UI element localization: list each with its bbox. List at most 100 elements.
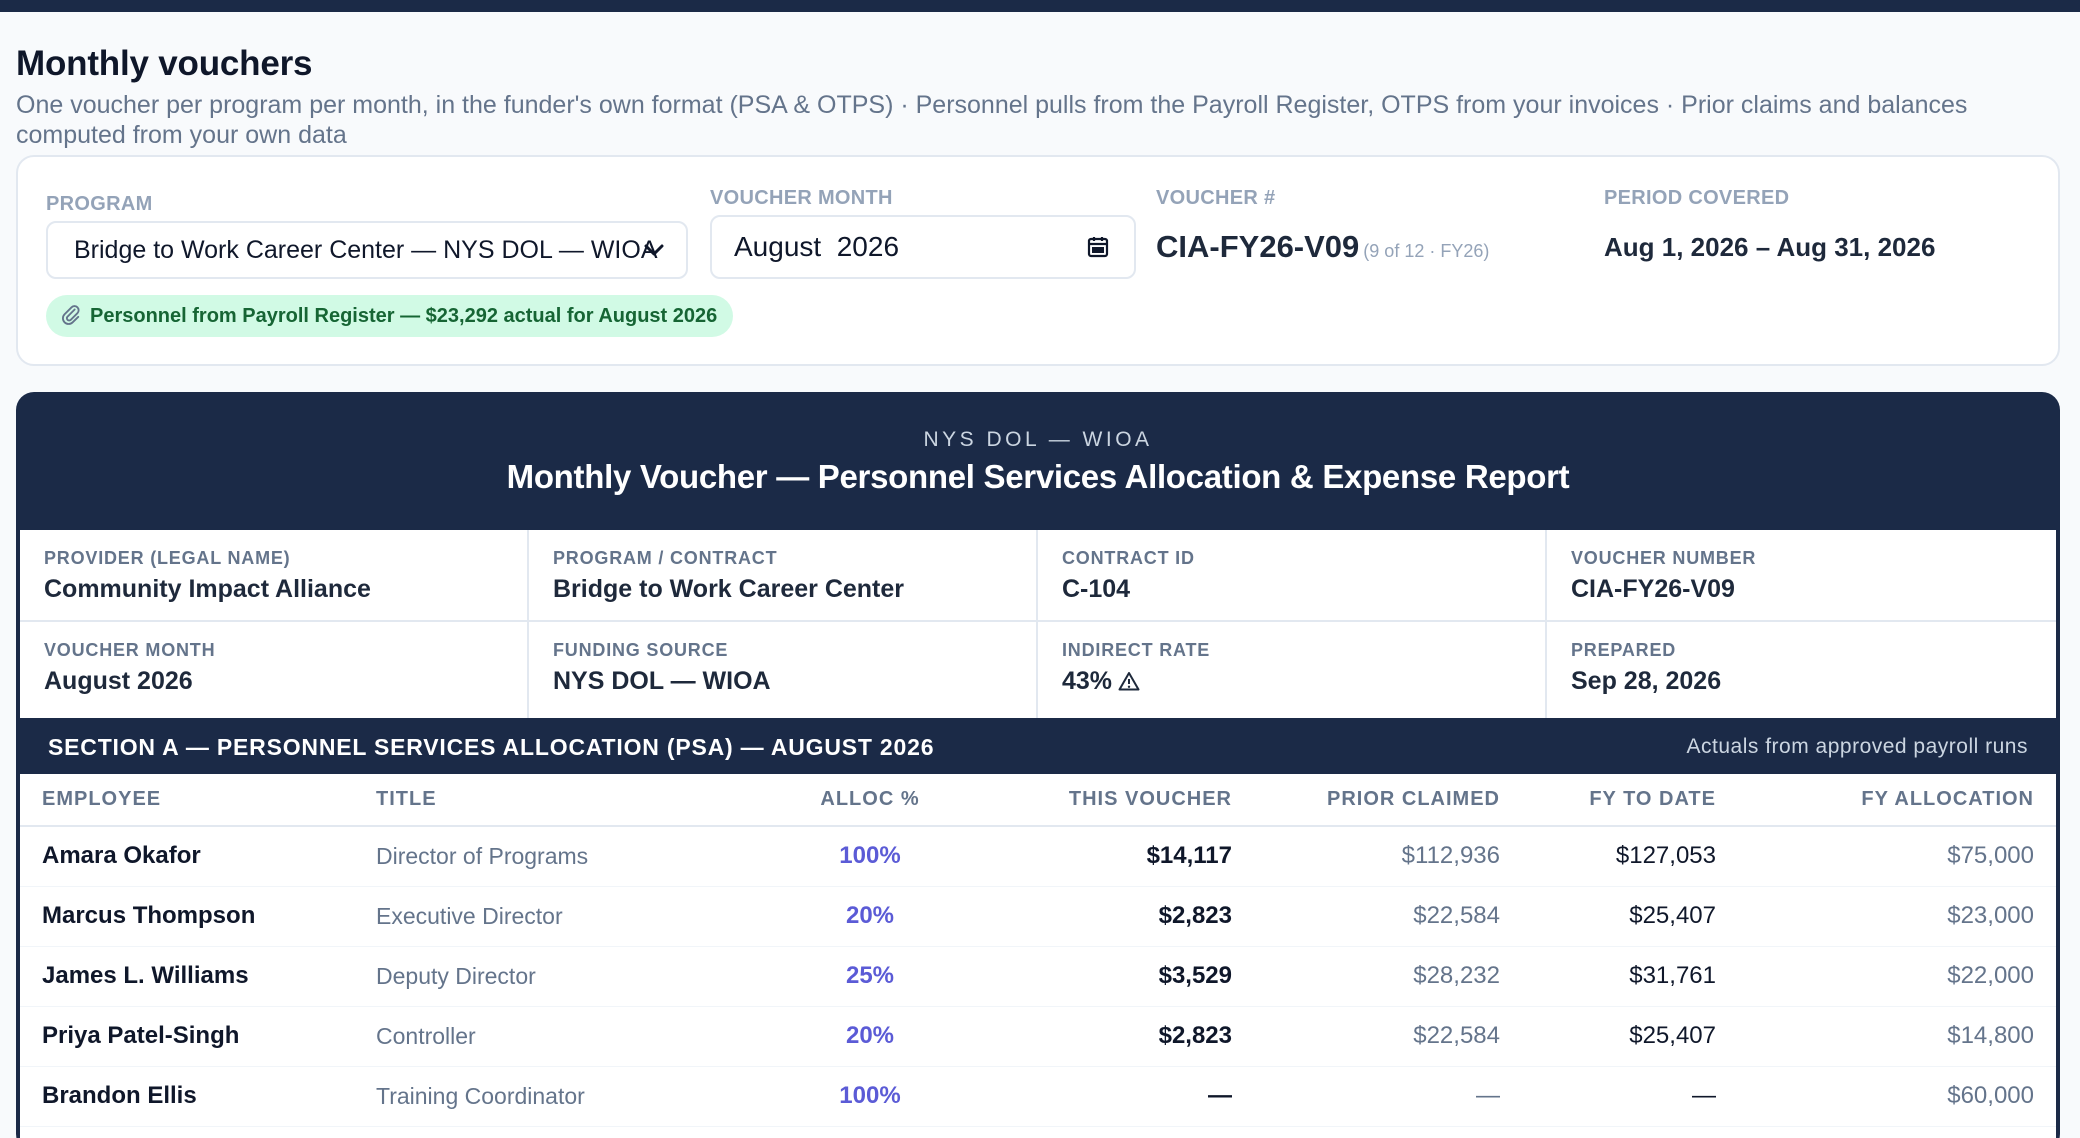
voucher-number-note: (9 of 12 · FY26) (1363, 241, 1490, 261)
section-a-note: Actuals from approved payroll runs (1686, 735, 2028, 758)
fy-to-date-amount: — (1522, 1066, 1738, 1127)
top-bar (0, 0, 2080, 12)
employee-name: Marcus Thompson (20, 886, 354, 947)
fy-allocation-amount: $60,000 (1738, 1066, 2056, 1127)
payroll-source-badge: Personnel from Payroll Register — $23,29… (46, 295, 734, 337)
chevron-down-icon (644, 244, 664, 256)
voucher-month-label: VOUCHER MONTH (710, 187, 893, 209)
info-contract-id: CONTRACT ID C-104 (1038, 530, 1547, 622)
table-row: Priya Patel-Singh Controller 20% $2,823 … (20, 1006, 2056, 1067)
info-label: CONTRACT ID (1062, 548, 1195, 568)
this-voucher-amount: $14,117 (966, 826, 1254, 887)
col-this-voucher[interactable]: THIS VOUCHER (966, 774, 1254, 827)
prior-claimed-amount: — (1254, 1066, 1522, 1127)
employee-name: Priya Patel-Singh (20, 1006, 354, 1067)
period-covered-label: PERIOD COVERED (1604, 187, 1790, 209)
this-voucher-amount: — (966, 1066, 1254, 1127)
info-provider: PROVIDER (LEGAL NAME) Community Impact Al… (20, 530, 529, 622)
info-label: VOUCHER MONTH (44, 640, 216, 660)
voucher-number-label: VOUCHER # (1156, 187, 1276, 209)
psa-table-container: EMPLOYEE TITLE ALLOC % THIS VOUCHER PRIO… (20, 774, 2056, 1138)
period-covered-value: Aug 1, 2026 – Aug 31, 2026 (1604, 232, 1936, 262)
report-info-grid: PROVIDER (LEGAL NAME) Community Impact Al… (20, 530, 2056, 718)
page-title: Monthly vouchers (16, 44, 313, 83)
table-header-row: EMPLOYEE TITLE ALLOC % THIS VOUCHER PRIO… (20, 774, 2056, 827)
calendar-icon[interactable] (1086, 235, 1110, 259)
info-voucher-number: VOUCHER NUMBER CIA-FY26-V09 (1547, 530, 2056, 622)
info-program: PROGRAM / CONTRACT Bridge to Work Career … (529, 530, 1038, 622)
voucher-number-value: CIA-FY26-V09 (1156, 229, 1360, 264)
section-a-header: SECTION A — PERSONNEL SERVICES ALLOCATIO… (20, 718, 2056, 774)
fy-allocation-amount: $22,000 (1738, 946, 2056, 1007)
info-label: PROGRAM / CONTRACT (553, 548, 778, 568)
info-indirect-rate: INDIRECT RATE 43% (1038, 622, 1547, 718)
info-value: Community Impact Alliance (44, 575, 371, 603)
employee-title: Controller (354, 1006, 774, 1067)
info-label: VOUCHER NUMBER (1571, 548, 1757, 568)
info-label: FUNDING SOURCE (553, 640, 729, 660)
col-fy-allocation[interactable]: FY ALLOCATION (1738, 774, 2056, 827)
voucher-report: NYS DOL — WIOA Monthly Voucher — Personn… (16, 392, 2060, 1138)
payroll-source-text: Personnel from Payroll Register — $23,29… (90, 305, 718, 327)
info-value: C-104 (1062, 575, 1131, 603)
table-row: Brandon Ellis Training Coordinator 100% … (20, 1066, 2056, 1127)
this-voucher-amount: $2,823 (966, 1006, 1254, 1067)
info-prepared: PREPARED Sep 28, 2026 (1547, 622, 2056, 718)
paperclip-icon (62, 305, 80, 325)
psa-table: EMPLOYEE TITLE ALLOC % THIS VOUCHER PRIO… (20, 774, 2056, 1127)
this-voucher-amount: $2,823 (966, 886, 1254, 947)
fy-to-date-amount: $25,407 (1522, 1006, 1738, 1067)
col-prior-claimed[interactable]: PRIOR CLAIMED (1254, 774, 1522, 827)
employee-name: Brandon Ellis (20, 1066, 354, 1127)
alloc-percent: 20% (774, 1006, 966, 1067)
voucher-number: CIA-FY26-V09 (9 of 12 · FY26) (1156, 229, 1489, 265)
employee-name: James L. Williams (20, 946, 354, 1007)
info-value: August 2026 (44, 667, 193, 695)
prior-claimed-amount: $22,584 (1254, 1006, 1522, 1067)
info-label: PREPARED (1571, 640, 1677, 660)
info-value: CIA-FY26-V09 (1571, 575, 1735, 603)
info-value: 43% (1062, 667, 1545, 696)
table-row: Marcus Thompson Executive Director 20% $… (20, 886, 2056, 947)
section-a-title: SECTION A — PERSONNEL SERVICES ALLOCATIO… (48, 734, 935, 760)
employee-title: Director of Programs (354, 826, 774, 887)
info-value: Sep 28, 2026 (1571, 667, 1722, 695)
alloc-percent: 20% (774, 886, 966, 947)
fy-allocation-amount: $23,000 (1738, 886, 2056, 947)
info-label: INDIRECT RATE (1062, 640, 1211, 660)
fy-to-date-amount: $31,761 (1522, 946, 1738, 1007)
voucher-month-value: August 2026 (734, 231, 900, 262)
employee-title: Training Coordinator (354, 1066, 774, 1127)
page-subtitle: One voucher per program per month, in th… (16, 91, 1968, 149)
warning-icon (1118, 672, 1140, 691)
info-voucher-month: VOUCHER MONTH August 2026 (20, 622, 529, 718)
fy-allocation-amount: $75,000 (1738, 826, 2056, 887)
program-select[interactable]: Bridge to Work Career Center — NYS DOL —… (46, 221, 688, 279)
employee-title: Deputy Director (354, 946, 774, 1007)
prior-claimed-amount: $22,584 (1254, 886, 1522, 947)
fy-to-date-amount: $25,407 (1522, 886, 1738, 947)
employee-title: Executive Director (354, 886, 774, 947)
report-funder: NYS DOL — WIOA (923, 428, 1153, 451)
col-employee[interactable]: EMPLOYEE (20, 774, 354, 827)
prior-claimed-amount: $28,232 (1254, 946, 1522, 1007)
voucher-controls-card: PROGRAM Bridge to Work Career Center — N… (16, 155, 2060, 366)
employee-name: Amara Okafor (20, 826, 354, 887)
indirect-rate-value: 43% (1062, 667, 1113, 695)
voucher-month-input[interactable]: August 2026 (710, 215, 1136, 279)
page-header: Monthly vouchers One voucher per program… (16, 44, 2056, 150)
program-select-value: Bridge to Work Career Center — NYS DOL —… (74, 236, 658, 264)
program-label: PROGRAM (46, 193, 153, 215)
col-alloc[interactable]: ALLOC % (774, 774, 966, 827)
fy-to-date-amount: $127,053 (1522, 826, 1738, 887)
fy-allocation-amount: $14,800 (1738, 1006, 2056, 1067)
col-title[interactable]: TITLE (354, 774, 774, 827)
table-row: Amara Okafor Director of Programs 100% $… (20, 826, 2056, 887)
report-title: Monthly Voucher — Personnel Services All… (506, 458, 1570, 495)
info-value: NYS DOL — WIOA (553, 667, 771, 695)
alloc-percent: 100% (774, 826, 966, 887)
col-fy-to-date[interactable]: FY TO DATE (1522, 774, 1738, 827)
this-voucher-amount: $3,529 (966, 946, 1254, 1007)
info-label: PROVIDER (LEGAL NAME) (44, 548, 291, 568)
info-funding-source: FUNDING SOURCE NYS DOL — WIOA (529, 622, 1038, 718)
